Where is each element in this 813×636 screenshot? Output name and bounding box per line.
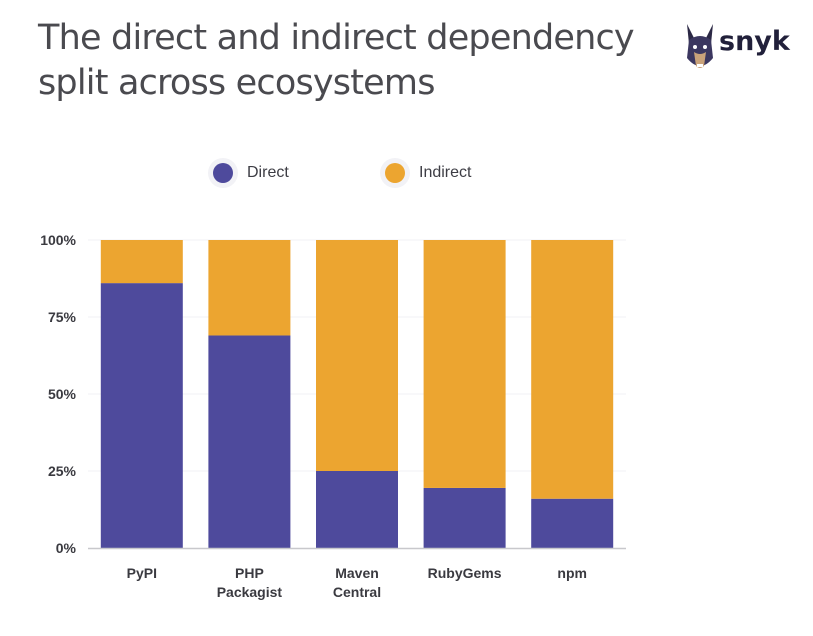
- y-tick-label: 25%: [48, 463, 77, 479]
- legend-swatch-direct: [213, 163, 233, 183]
- bar-indirect: [423, 240, 506, 488]
- x-category-label: npm: [557, 565, 587, 581]
- x-category-label: PyPI: [127, 565, 157, 581]
- x-category-label: Maven Central: [333, 565, 381, 600]
- bar-indirect: [208, 240, 291, 336]
- bar-direct: [423, 487, 506, 548]
- legend: Direct Indirect: [205, 155, 525, 191]
- legend-swatch-indirect: [385, 163, 405, 183]
- bar-indirect: [531, 240, 614, 499]
- y-tick-label: 0%: [56, 540, 77, 556]
- brand-name: snyk: [719, 26, 790, 57]
- y-tick-label: 100%: [40, 232, 76, 248]
- brand-logo: snyk: [683, 22, 793, 78]
- bar-direct: [316, 471, 398, 548]
- x-category-label: PHP Packagist: [217, 565, 283, 600]
- bar-indirect: [316, 240, 398, 471]
- legend-item-indirect: Indirect: [377, 155, 471, 191]
- x-category-label: RubyGems: [428, 565, 502, 581]
- chart-title: The direct and indirect dependency split…: [38, 18, 635, 103]
- y-tick-label: 75%: [48, 309, 77, 325]
- legend-label-indirect: Indirect: [419, 164, 472, 181]
- doberman-logo-icon: [687, 24, 713, 68]
- bar-direct: [208, 335, 291, 548]
- legend-label-direct: Direct: [247, 164, 289, 181]
- bar-indirect: [100, 240, 183, 284]
- y-tick-label: 50%: [48, 386, 77, 402]
- bar-direct: [531, 498, 614, 548]
- legend-item-direct: Direct: [205, 155, 289, 191]
- bar-direct: [100, 283, 183, 548]
